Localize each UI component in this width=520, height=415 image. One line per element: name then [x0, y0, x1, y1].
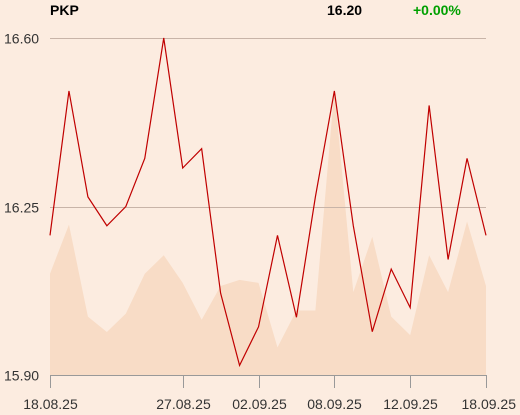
price-change: +0.00% — [413, 2, 461, 18]
y-tick-label: 16.60 — [4, 31, 39, 47]
volume-layer — [50, 89, 486, 376]
volume-area — [50, 89, 486, 376]
last-price: 16.20 — [327, 2, 363, 18]
x-tick-label: 12.09.25 — [383, 396, 438, 412]
x-tick-label: 18.09.25 — [462, 396, 517, 412]
ticker-symbol: PKP — [50, 2, 79, 18]
line-layer — [49, 37, 487, 368]
axis-layer: 16.60 16.25 15.90 18.08.25 27.08.25 02.09.25 0… — [4, 31, 516, 413]
grid-layer — [50, 38, 486, 376]
x-tick-label: 18.08.25 — [23, 396, 78, 412]
price-line — [49, 37, 487, 368]
y-tick-label: 16.25 — [4, 200, 39, 216]
x-tick-label: 08.09.25 — [307, 396, 362, 412]
x-tick-label: 02.09.25 — [232, 396, 287, 412]
y-tick-label: 15.90 — [4, 368, 39, 384]
x-tick-label: 27.08.25 — [156, 396, 211, 412]
